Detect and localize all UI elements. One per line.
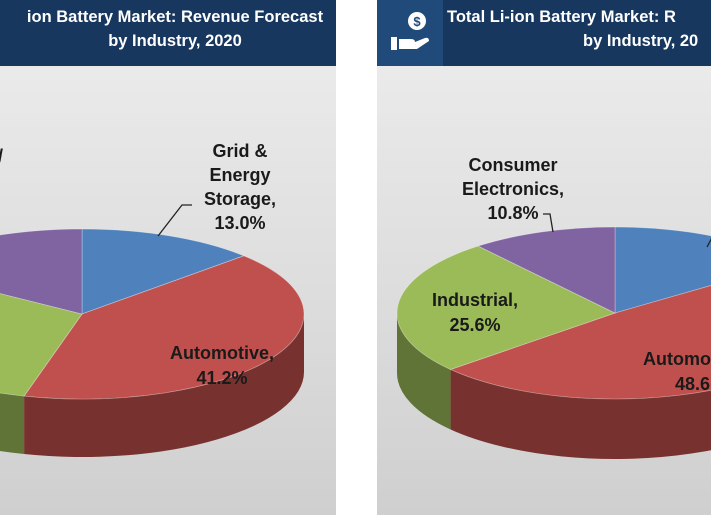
- right-chart-header: $ Total Li-ion Battery Market: R by Indu…: [377, 0, 711, 66]
- left-chart-title: ion Battery Market: Revenue Forecast by …: [0, 5, 336, 53]
- left-pie-chart: Grid & Energy Storage, 13.0% Automotive,…: [0, 141, 305, 457]
- right-label-automotive: Automo: [643, 349, 711, 369]
- left-label-grid-1: Grid &: [212, 141, 267, 161]
- left-title-line1: ion Battery Market: Revenue Forecast: [26, 8, 324, 26]
- left-pie-slice-grid-energy-storage: [81, 228, 245, 315]
- left-pie-side-automotive: [24, 314, 304, 457]
- left-leader-line-grid: [157, 204, 192, 237]
- right-pie-slice-grid-energy-storage: [614, 226, 711, 314]
- right-chart-title: Total Li-ion Battery Market: R by Indust…: [447, 5, 711, 53]
- left-chart-header: ion Battery Market: Revenue Forecast by …: [0, 0, 336, 66]
- right-label-industrial: Industrial,: [432, 290, 518, 310]
- left-pie-slice-consumer-electronics: [0, 228, 83, 315]
- left-chart-panel: ion Battery Market: Revenue Forecast by …: [0, 0, 336, 515]
- right-label-consumer-pct: 10.8%: [487, 203, 538, 223]
- left-pie-slice-industrial: [0, 293, 83, 397]
- right-label-industrial-pct: 25.6%: [449, 315, 500, 335]
- left-label-grid-2: Energy: [209, 165, 270, 185]
- right-pie-side-industrial: [397, 313, 451, 430]
- right-label-consumer-2: Electronics,: [462, 179, 564, 199]
- left-label-automotive: Automotive,: [170, 343, 274, 363]
- left-pie-slice-automotive: [23, 255, 305, 400]
- left-label-grid-pct: 13.0%: [214, 213, 265, 233]
- left-label-fragment-1: /: [0, 146, 3, 166]
- left-label-fragment-2: s,: [0, 170, 1, 190]
- left-label-automotive-pct: 41.2%: [196, 368, 247, 388]
- right-label-automotive-pct: 48.6: [675, 374, 710, 394]
- right-pie-slice-industrial: [396, 245, 617, 370]
- left-label-grid-3: Storage,: [204, 189, 276, 209]
- right-pie-slice-consumer-electronics: [477, 226, 616, 314]
- right-pie-chart: Consumer Electronics, 10.8% Industrial, …: [396, 155, 711, 459]
- right-chart-panel: $ Total Li-ion Battery Market: R by Indu…: [377, 0, 711, 515]
- right-pie-slice-automotive: [449, 285, 711, 400]
- dollar-hand-icon: $: [377, 0, 443, 66]
- right-pie-side-automotive: [450, 369, 711, 459]
- right-label-consumer-1: Consumer: [468, 155, 557, 175]
- right-title-line2: by Industry, 20: [583, 32, 699, 50]
- left-title-line2: by Industry, 2020: [108, 32, 242, 50]
- svg-text:$: $: [413, 14, 421, 29]
- right-title-line1: Total Li-ion Battery Market: R: [447, 8, 676, 26]
- left-pie-side-industrial: [0, 392, 25, 455]
- right-leader-line-consumer: [543, 213, 554, 233]
